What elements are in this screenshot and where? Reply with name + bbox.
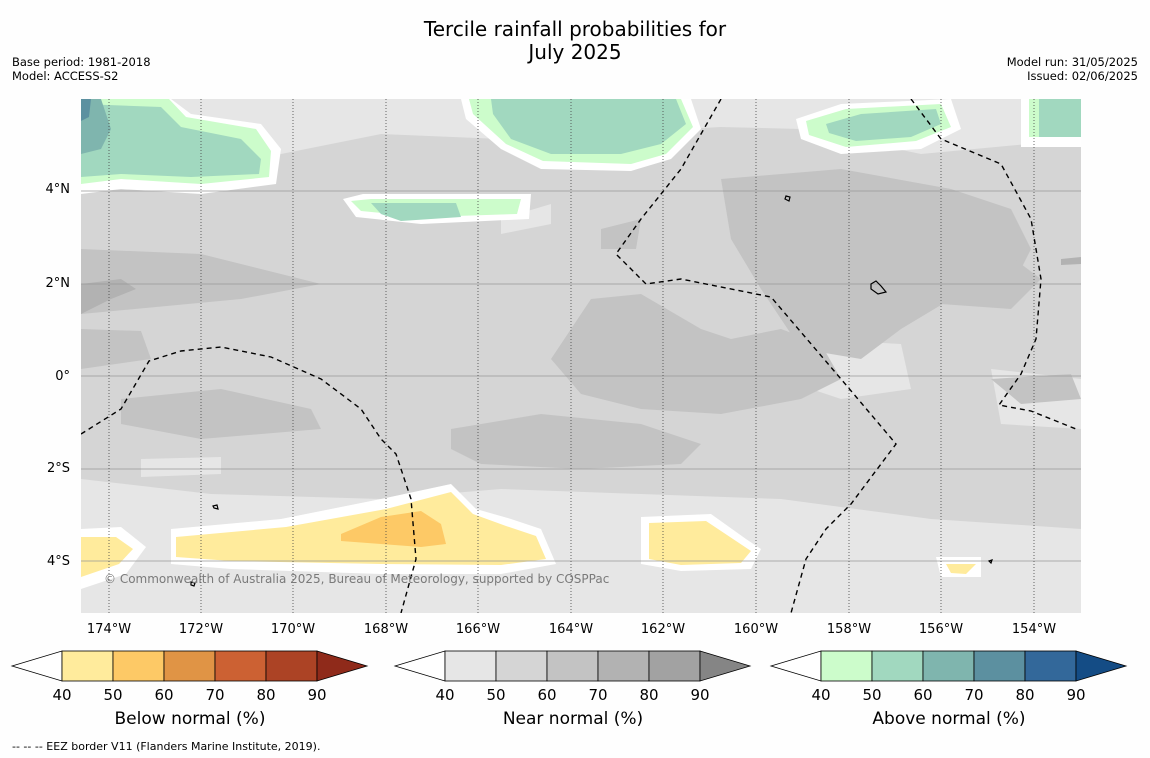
map-canvas [81,99,1081,613]
above-normal-regions [81,99,1081,224]
above-normal-under-triangle [769,650,822,682]
below-normal-segment [214,650,267,682]
above-normal-tick-label: 80 [1015,686,1034,704]
above-normal-tick-label: 90 [1066,686,1085,704]
below-normal-tick-label: 70 [205,686,224,704]
below-normal-tick-label: 80 [256,686,275,704]
issued-date: Issued: 02/06/2025 [1027,69,1138,83]
title-line-1: Tercile rainfall probabilities for [423,17,727,41]
meta-left: Base period: 1981-2018 Model: ACCESS-S2 [12,55,151,83]
near-normal-60-70-regions [81,169,1081,469]
near-normal-tick-label: 80 [639,686,658,704]
near-normal-segment [648,650,701,682]
near-normal-segment [444,650,497,682]
below-normal-colorbar: 40 50 60 70 80 90 [10,650,369,704]
above-normal-segment [871,650,924,682]
near-normal-colorbar: 40 50 60 70 80 90 [393,650,752,704]
below-normal-over-triangle [316,650,369,682]
map-title: Tercile rainfall probabilities for July … [375,18,775,64]
above-normal-label: Above normal (%) [872,709,1026,729]
model-name: Model: ACCESS-S2 [12,69,119,83]
x-label-162w: 162°W [640,622,686,637]
below-normal-segment [61,650,114,682]
copyright-text: © Commonwealth of Australia 2025, Bureau… [104,572,610,586]
above-normal-segment [820,650,873,682]
x-label-156w: 156°W [918,622,964,637]
below-normal-segment [265,650,318,682]
near-normal-tick-label: 90 [690,686,709,704]
near-normal-tick-label: 40 [435,686,454,704]
x-label-164w: 164°W [548,622,594,637]
y-label-2n: 2°N [45,276,71,291]
model-run: Model run: 31/05/2025 [1006,55,1138,69]
below-normal-segment [163,650,216,682]
above-normal-segment [973,650,1026,682]
x-label-170w: 170°W [270,622,316,637]
below-normal-tick-label: 50 [103,686,122,704]
near-normal-segment [597,650,650,682]
below-normal-tick-label: 40 [52,686,71,704]
near-normal-segment [495,650,548,682]
x-label-154w: 154°W [1011,622,1057,637]
near-normal-label: Near normal (%) [502,709,644,729]
near-normal-tick-label: 60 [537,686,556,704]
x-label-172w: 172°W [178,622,224,637]
below-normal-under-triangle [10,650,63,682]
above-normal-tick-label: 50 [862,686,881,704]
y-label-2s: 2°S [46,461,70,476]
below-normal-regions [81,484,981,589]
x-label-158w: 158°W [826,622,872,637]
below-normal-segment [112,650,165,682]
x-label-166w: 166°W [455,622,501,637]
below-normal-tick-label: 60 [154,686,173,704]
below-normal-label: Below normal (%) [114,709,266,729]
x-label-160w: 160°W [733,622,779,637]
above-normal-over-triangle [1075,650,1128,682]
title-line-2: July 2025 [528,40,622,64]
colorbars: 40 50 60 70 80 90 40 50 60 70 80 90 40 50 60 70 80 90 [10,650,1128,704]
near-normal-70-80-regions [81,257,1081,314]
latitude-gridlines [81,190,1081,562]
above-normal-colorbar: 40 50 60 70 80 90 [769,650,1128,704]
near-normal-tick-label: 50 [486,686,505,704]
above-normal-tick-label: 70 [964,686,983,704]
above-normal-segment [922,650,975,682]
eez-borders [81,99,1077,613]
x-label-168w: 168°W [363,622,409,637]
base-period: Base period: 1981-2018 [12,55,151,69]
near-normal-tick-label: 70 [588,686,607,704]
island-outlines [190,195,993,587]
above-normal-tick-label: 60 [913,686,932,704]
y-label-4s: 4°S [46,554,70,569]
above-normal-tick-label: 40 [811,686,830,704]
below-normal-tick-label: 90 [307,686,326,704]
x-label-174w: 174°W [86,622,132,637]
meta-right: Model run: 31/05/2025 Issued: 02/06/2025 [1007,55,1138,83]
y-label-0: 0° [55,369,70,384]
near-normal-segment [546,650,599,682]
y-label-4n: 4°N [45,182,71,197]
eez-footnote: -- -- -- EEZ border V11 (Flanders Marine… [12,740,321,753]
near-normal-over-triangle [699,650,752,682]
probability-map [81,99,1081,613]
near-normal-under-triangle [393,650,446,682]
above-normal-segment [1024,650,1077,682]
